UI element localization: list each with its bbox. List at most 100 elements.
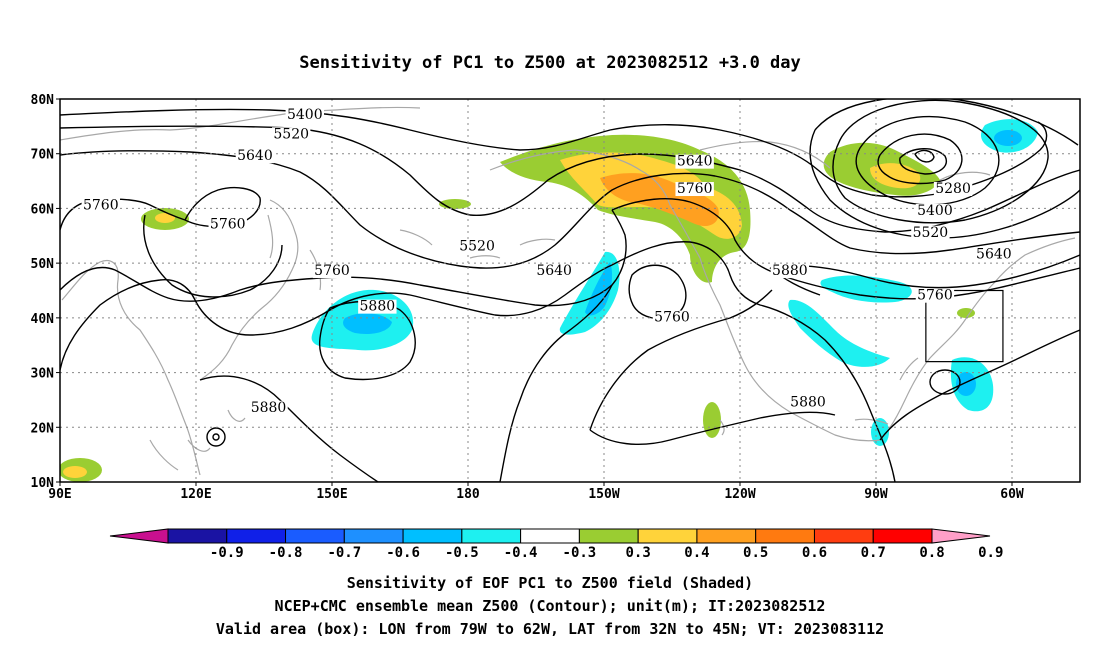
contour-label: 5880	[790, 394, 826, 410]
colorbar-swatch	[226, 528, 287, 544]
footer-line-2: NCEP+CMC ensemble mean Z500 (Contour); u…	[275, 597, 826, 615]
colorbar-swatch	[637, 528, 698, 544]
contour-label-bg	[675, 154, 714, 169]
contour-small-high-philippines	[206, 427, 226, 447]
negative-core-central-pacific	[585, 262, 613, 316]
contour-label-bg	[911, 225, 950, 240]
contour-5760-west-loop	[143, 214, 283, 298]
contour-5880-atlantic	[879, 329, 1080, 441]
lon-tick-label: 90W	[864, 487, 888, 502]
colorbar-label: -0.8	[269, 545, 303, 561]
map-panel: 5400552056405760576055205640576058805760…	[31, 93, 1081, 502]
colorbar-label: 0.9	[978, 545, 1003, 561]
contour-label: 5760	[210, 217, 246, 233]
colorbar-label: 0.7	[861, 545, 886, 561]
contour-label: 5640	[677, 154, 713, 170]
negative-region-gulf	[788, 299, 890, 367]
lon-tick-label: 60W	[1000, 487, 1024, 502]
contour-label-bg	[915, 288, 955, 303]
contour-label-bg	[652, 310, 692, 325]
contour-small-high-philippines-inner	[212, 433, 220, 441]
contour-label: 5400	[287, 107, 323, 123]
lat-tick-label: 30N	[31, 367, 55, 382]
colorbar-label: 0.4	[684, 545, 709, 561]
footer-line-3: Valid area (box): LON from 79W to 62W, L…	[216, 620, 884, 638]
negative-core-bermuda	[956, 372, 976, 396]
colorbar-label: -0.6	[386, 545, 420, 561]
colorbar-swatch	[755, 528, 815, 544]
colorbar-swatch	[872, 528, 933, 544]
contour-5880-pacific-ridge	[199, 284, 836, 482]
contour-labels: 5400552056405760576055205640576058805760…	[81, 107, 1014, 416]
contour-label-bg	[770, 264, 810, 279]
contour-label: 5880	[772, 263, 808, 279]
contour-5640	[60, 150, 1080, 269]
contour-label-bg	[788, 395, 828, 410]
lat-tick-label: 70N	[31, 148, 55, 163]
colorbar-label: 0.5	[743, 545, 768, 561]
contour-label-bg	[312, 264, 352, 279]
contour-small-high-bermuda	[929, 369, 961, 395]
coastlines	[60, 106, 1076, 476]
positive-core-east-asia	[63, 466, 87, 478]
contour-label: 5640	[976, 247, 1012, 263]
contour-label-bg	[457, 239, 497, 254]
lon-tick-label: 120W	[724, 487, 755, 502]
contour-label-bg	[235, 149, 275, 164]
contour-label-bg	[534, 264, 574, 279]
lon-tick-label: 150W	[588, 487, 619, 502]
colorbar-swatch	[461, 528, 522, 544]
contour-label: 5880	[251, 400, 287, 416]
contour-label-bg	[81, 198, 120, 213]
contour-label: 5760	[677, 181, 713, 197]
contour-label: 5400	[917, 203, 953, 219]
contour-label-bg	[933, 182, 973, 197]
colorbar-swatch	[343, 528, 404, 544]
contour-label-bg	[208, 217, 247, 232]
lat-tick-label: 40N	[31, 312, 55, 327]
contour-label: 5520	[273, 126, 309, 142]
contour-label: 5760	[83, 197, 119, 213]
contour-label-bg	[272, 127, 311, 142]
colorbar-label: -0.9	[210, 545, 244, 561]
figure-title: Sensitivity of PC1 to Z500 at 2023082512…	[299, 53, 801, 73]
colorbar-label: -0.3	[563, 545, 597, 561]
contour-label-bg	[915, 203, 955, 218]
colorbar-swatch	[402, 528, 463, 544]
contour-label: 5640	[237, 148, 273, 164]
positive-core-kamchatka	[155, 213, 175, 223]
contour-label-bg	[249, 400, 288, 415]
contour-label: 5280	[935, 181, 971, 197]
lon-tick-label: 150E	[316, 487, 347, 502]
colorbar-arrow-high	[931, 528, 991, 544]
coastline-north-america	[489, 140, 1076, 442]
contour-label-bg	[358, 299, 397, 314]
contour-label: 5880	[360, 299, 396, 315]
lon-tick-label: 120E	[180, 487, 211, 502]
positive-region-box	[957, 308, 975, 318]
gridlines	[60, 99, 1080, 482]
negative-core-labrador	[994, 130, 1022, 146]
contour-label: 5760	[654, 310, 690, 326]
lat-tick-label: 20N	[31, 421, 55, 436]
contour-5520-ring	[832, 99, 1049, 224]
contour-5280-low	[877, 133, 963, 185]
colorbar-arrow-low	[109, 528, 169, 544]
colorbar-label: 0.6	[802, 545, 827, 561]
contour-label: 5640	[536, 263, 572, 279]
map-frame	[59, 98, 1081, 483]
contour-5400-low	[855, 116, 1000, 206]
contour-label: 5760	[917, 288, 953, 304]
lon-tick-label: 90E	[48, 487, 71, 502]
contour-label: 5520	[913, 225, 949, 241]
colorbar: -0.9 -0.8 -0.7 -0.6 -0.5 -0.4 -0.3 0.3 0.4 0.5 0.6…	[109, 528, 1003, 561]
colorbar-swatch	[696, 528, 757, 544]
valid-area-box	[925, 289, 1004, 363]
contour-label-bg	[974, 247, 1014, 262]
colorbar-label: -0.7	[327, 545, 361, 561]
contour-label-bg	[675, 182, 714, 197]
lat-tick-label: 60N	[31, 202, 55, 217]
lat-tick-label: 50N	[31, 257, 55, 272]
